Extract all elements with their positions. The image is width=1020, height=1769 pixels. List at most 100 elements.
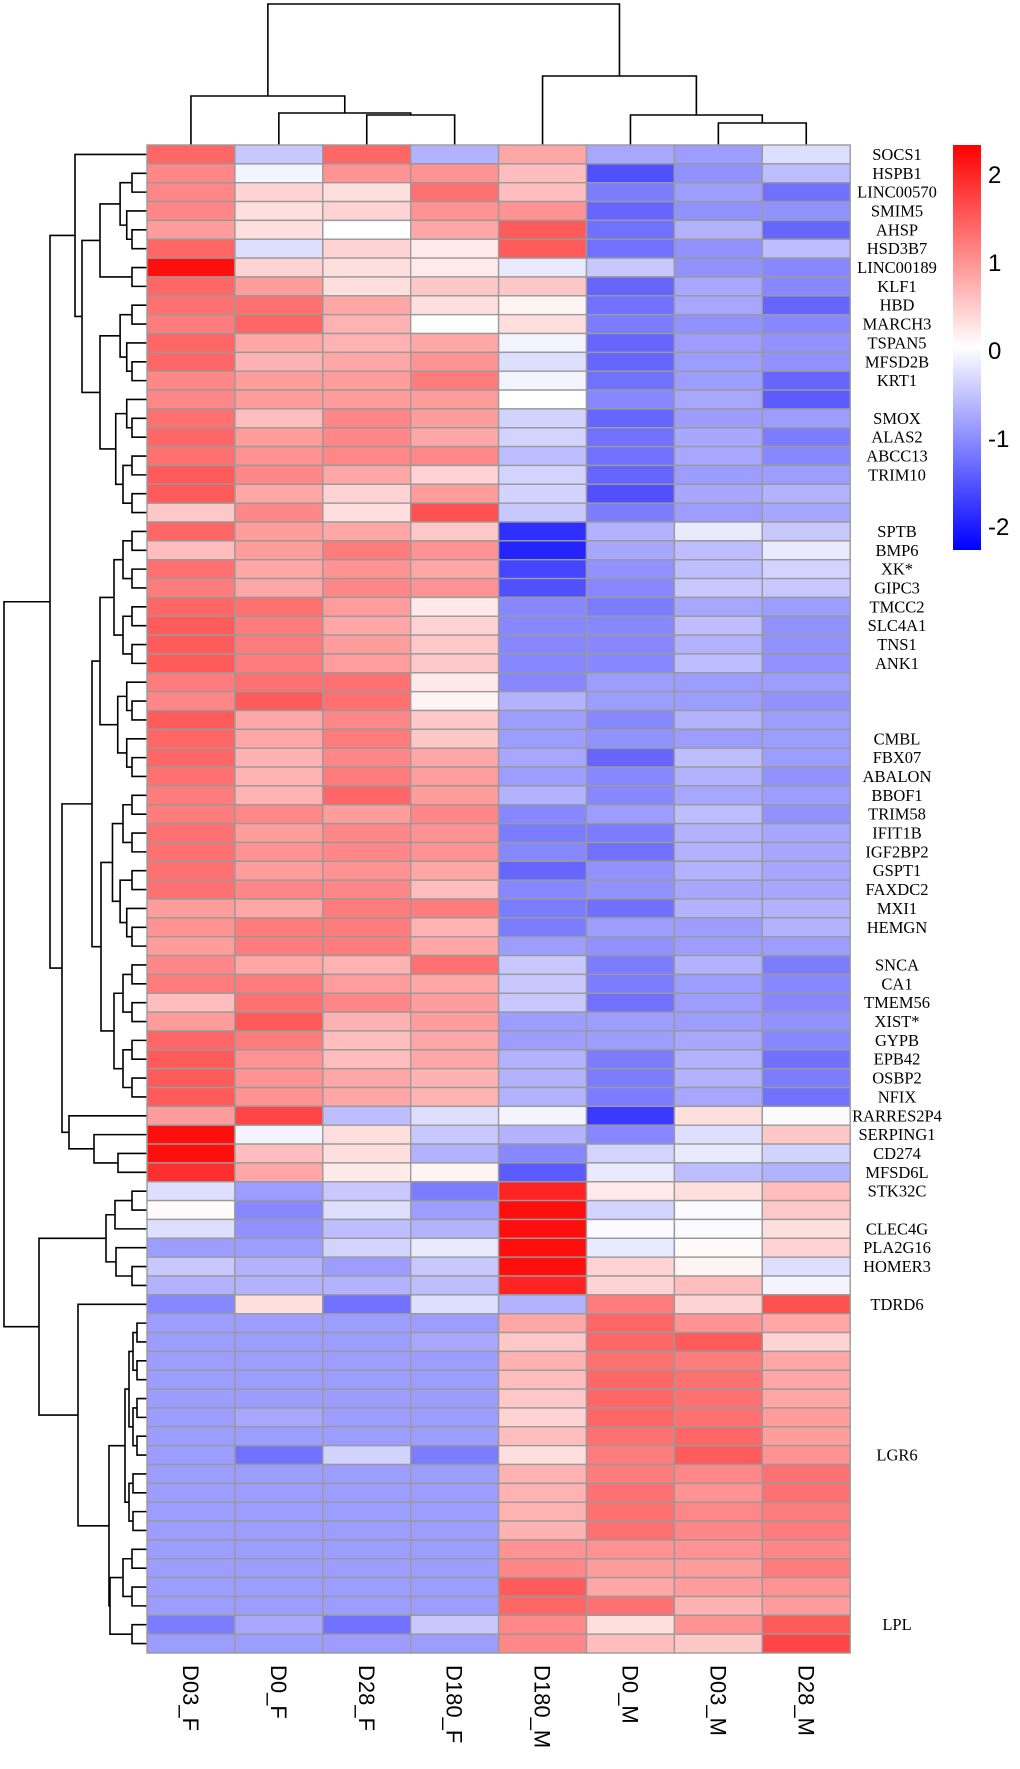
dendrogram-branch (38, 1237, 106, 1416)
column-label: D180_M (530, 1665, 555, 1748)
heatmap-cell (585, 200, 676, 222)
row-label: ALAS2 (871, 428, 922, 447)
heatmap-cell (673, 276, 764, 297)
dendrogram-branch (131, 1190, 147, 1211)
heatmap-cell (497, 860, 588, 881)
heatmap-cell (234, 351, 324, 372)
heatmap-cell (585, 559, 676, 580)
heatmap-cell (673, 1162, 764, 1183)
dendrogram-branch (119, 181, 132, 226)
heatmap-cell (673, 1086, 764, 1108)
heatmap-cell (146, 276, 236, 297)
heatmap-cell (761, 936, 851, 957)
heatmap-cell (673, 634, 764, 655)
dendrogram-branch (122, 1049, 132, 1089)
heatmap-cell (146, 408, 236, 429)
heatmap-cell (673, 973, 764, 994)
heatmap-cell (585, 1067, 676, 1089)
dendrogram-branch (122, 803, 132, 844)
dendrogram-branch (278, 112, 412, 145)
heatmap-cell (761, 1595, 851, 1616)
heatmap-cell (761, 332, 851, 354)
dendrogram-branch (131, 304, 147, 325)
heatmap-cell (322, 1181, 412, 1202)
heatmap-cell (585, 1030, 676, 1051)
heatmap-cell (585, 1633, 676, 1654)
heatmap-cell (234, 1030, 324, 1051)
heatmap-cell (146, 1388, 236, 1409)
heatmap-cell (234, 1369, 324, 1390)
heatmap-cell (146, 860, 236, 881)
heatmap-cell (497, 577, 588, 599)
heatmap-cell (585, 1049, 676, 1070)
heatmap-cell (146, 521, 236, 542)
heatmap-cell (146, 1049, 236, 1070)
heatmap-cell (146, 1482, 236, 1503)
heatmap-cell (410, 1143, 500, 1164)
dendrogram-branch (125, 681, 147, 712)
dendrogram-branch (109, 1576, 132, 1635)
heatmap-cell (585, 1576, 676, 1598)
heatmap-cell (146, 464, 236, 486)
dendrogram-branch (131, 1586, 147, 1607)
heatmap-cell (146, 332, 236, 354)
heatmap-cell (673, 728, 764, 749)
row-label: PLA2G16 (863, 1238, 931, 1257)
dendrogram-branch (122, 540, 132, 580)
heatmap-cell (497, 1312, 588, 1334)
heatmap-cell (234, 1350, 324, 1371)
heatmap-cell (410, 1501, 500, 1522)
heatmap-cell (673, 351, 764, 372)
heatmap-cell (761, 596, 851, 617)
heatmap-cell (497, 370, 588, 391)
heatmap-cell (234, 936, 324, 957)
heatmap-cell (761, 1011, 851, 1032)
dendrogram-branch (131, 964, 147, 985)
heatmap-cell (410, 1294, 500, 1315)
heatmap-cell (322, 672, 412, 693)
heatmap-cell (585, 653, 676, 674)
heatmap-cell (234, 747, 324, 768)
heatmap-cell (761, 1350, 851, 1371)
dendrogram-branch (68, 1114, 147, 1150)
heatmap-cell (410, 1105, 500, 1126)
heatmap-cell (497, 295, 588, 316)
heatmap-cell (585, 1275, 676, 1296)
heatmap-cell (673, 219, 764, 240)
heatmap-cell (146, 163, 236, 184)
heatmap-cell (585, 917, 676, 938)
heatmap-cell (585, 1350, 676, 1371)
heatmap-cell (234, 577, 324, 599)
heatmap-cell (585, 351, 676, 372)
row-label: TNS1 (877, 635, 916, 654)
heatmap-cell (761, 1181, 851, 1202)
heatmap-cell (497, 181, 588, 203)
heatmap-cell (234, 559, 324, 580)
heatmap-cell (497, 1595, 588, 1616)
heatmap-cell (234, 1162, 324, 1183)
heatmap-cell (322, 295, 412, 316)
heatmap-cell (673, 1558, 764, 1579)
heatmap-cell (322, 540, 412, 561)
heatmap-cell (234, 1331, 324, 1353)
heatmap-cell (673, 200, 764, 222)
heatmap-cell (761, 973, 851, 994)
heatmap-cell (585, 1237, 676, 1258)
heatmap-cell (497, 521, 588, 542)
heatmap-cell (497, 1576, 588, 1598)
heatmap-cell (146, 1067, 236, 1089)
dendrogram-branch (122, 615, 132, 655)
heatmap-cell (761, 1030, 851, 1051)
heatmap-cell (146, 144, 236, 165)
heatmap-cell (497, 1444, 588, 1466)
heatmap-cell (497, 313, 588, 335)
heatmap-cell (585, 483, 676, 504)
column-label: D180_F (442, 1665, 467, 1743)
heatmap-cell (234, 219, 324, 240)
heatmap-cell (146, 1086, 236, 1108)
heatmap-cell (585, 408, 676, 429)
heatmap-cell (234, 898, 324, 919)
heatmap-cell (761, 577, 851, 599)
heatmap-cell (322, 1030, 412, 1051)
heatmap-cell (410, 1576, 500, 1598)
